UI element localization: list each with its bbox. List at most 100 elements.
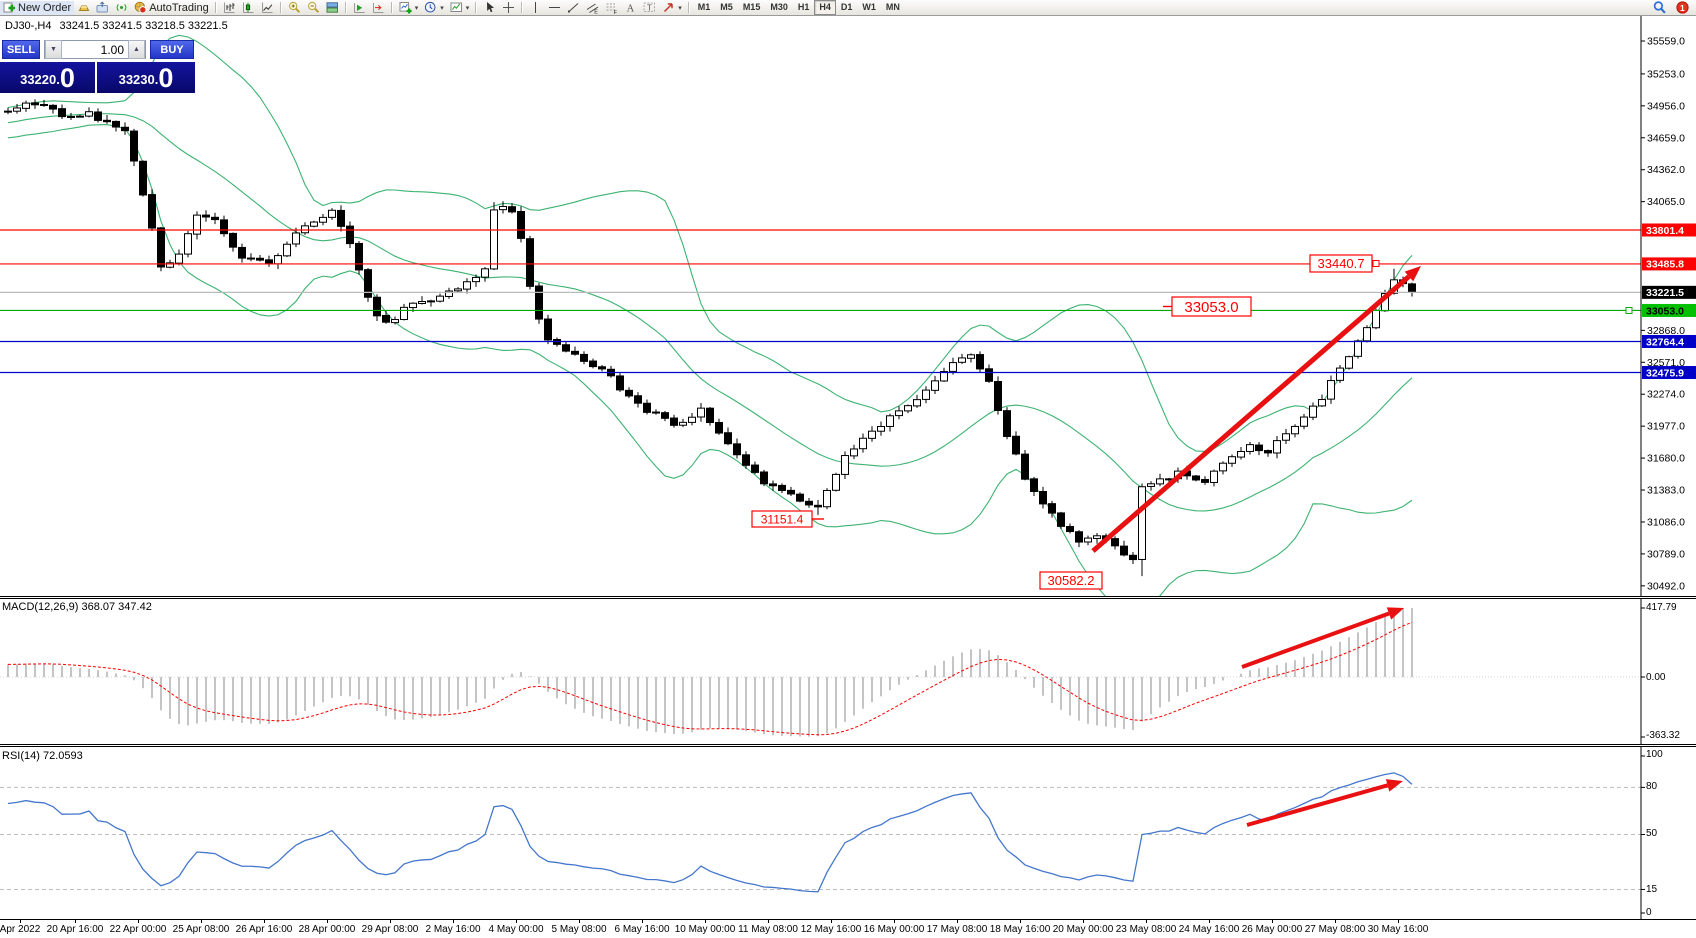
crosshair-tool-button[interactable] [499,1,518,15]
rsi-axis-100: 100 [1646,749,1663,760]
price-annotation-30582.2[interactable]: 30582.2 [1039,571,1103,590]
rsi-axis-50: 50 [1646,828,1658,839]
macd-trend-arrow[interactable] [1241,607,1404,669]
time-axis-label: 5 May 08:00 [551,924,607,935]
notification-badge[interactable]: 1 [1673,1,1692,15]
cursor-tool-button[interactable] [480,1,499,15]
price-axis-tick: 34065.0 [1647,196,1685,208]
price-annotation-33053.0[interactable]: 33053.0 [1163,296,1252,317]
buy-price: 33230. [118,72,159,87]
pane-separator[interactable] [0,596,1696,599]
price-axis-tick: 31383.0 [1647,485,1685,497]
periods-tool-button[interactable]: ▾ [421,1,447,15]
buy-button[interactable]: BUY [150,40,194,59]
tile-windows-tool-button[interactable] [323,1,342,15]
timeframe-button-mn[interactable]: MN [885,2,900,12]
annotation-text: 33440.7 [1318,256,1365,271]
time-axis-label: 4 May 00:00 [488,924,544,935]
autotrading-button[interactable]: AutoTrading [131,1,212,15]
time-axis-tick [327,920,328,923]
timeframe-button-h4[interactable]: H4 [814,0,836,15]
search-icon[interactable] [1650,1,1669,15]
price-trend-arrow[interactable] [1091,266,1421,553]
arrows-tool-button[interactable]: ▾ [659,1,685,15]
chart-shift-icon [372,1,385,14]
buy-price-big-digit: 0 [158,63,174,93]
zoom-out-tool-button[interactable] [304,1,323,15]
time-axis-tick [1335,920,1336,923]
time-axis[interactable]: Apr 2022 20 Apr 16:00 22 Apr 00:00 25 Apr 0… [0,919,1696,938]
timeframe-button-m30[interactable]: M30 [770,2,788,12]
horizontal-line-tool-button[interactable] [545,1,564,15]
gold-bar-tool-button[interactable] [74,1,93,15]
bar-chart-icon [223,1,236,14]
text-label-tool-button[interactable]: T [640,1,659,15]
price-annotation-33440.7[interactable]: 33440.7 [1309,254,1380,273]
macd-indicator-pane[interactable] [0,599,1696,744]
chart-shift-tool-button[interactable] [369,1,388,15]
pane-separator[interactable] [0,744,1696,747]
timeframe-button-m5[interactable]: M5 [720,2,733,12]
vertical-line-tool-button[interactable] [526,1,545,15]
toolbar-separator [390,2,393,13]
price-axis-tick: 30492.0 [1647,580,1685,592]
one-click-trading-panel: SELL ▼ ▲ BUY 33220.0 33230.0 [0,40,200,93]
zoom-in-tool-button[interactable] [285,1,304,15]
timeframe-button-w1[interactable]: W1 [862,2,876,12]
new-order-label: New Order [18,1,72,14]
level-line-handle[interactable] [1625,306,1633,314]
price-axis-tick: 31977.0 [1647,421,1685,433]
volume-increase-button[interactable]: ▲ [128,40,145,59]
time-axis-label: 25 Apr 08:00 [172,924,230,935]
sell-button[interactable]: SELL [2,40,40,59]
new-order-button[interactable]: New Order [0,0,75,15]
time-axis-label: 30 May 16:00 [1367,924,1429,935]
line-chart-tool-button[interactable] [258,1,277,15]
time-axis-tick [768,920,769,923]
volume-decrease-button[interactable]: ▼ [45,40,62,59]
zoom-out-icon [307,1,320,14]
chart-symbol-period: DJ30-,H4 [5,20,52,32]
time-axis-tick [579,920,580,923]
price-axis-tick: 30789.0 [1647,548,1685,560]
crosshair-icon [502,1,515,14]
volume-input[interactable] [62,42,128,57]
price-axis-tick: 32274.0 [1647,389,1685,401]
candlestick-chart-tool-button[interactable] [239,1,258,15]
price-axis-label-33221.5: 33221.5 [1646,287,1684,299]
signal-tool-button[interactable] [112,1,131,15]
timeframe-button-d1[interactable]: D1 [840,2,853,12]
fibonacci-tool-button[interactable]: F [602,1,621,15]
time-axis-tick [453,920,454,923]
time-axis-label: 11 May 08:00 [738,924,798,935]
buy-price-box[interactable]: 33230. 0 [97,62,195,93]
timeframe-button-h1[interactable]: H1 [797,2,810,12]
text-tool-button[interactable]: A [621,1,640,15]
new-chart-tool-button[interactable]: ▾ [396,1,422,15]
time-axis-label: 2 May 16:00 [425,924,481,935]
time-axis-tick [831,920,832,923]
auto-scroll-tool-button[interactable] [350,1,369,15]
bar-chart-tool-button[interactable] [220,1,239,15]
time-axis-tick [138,920,139,923]
time-axis-tick [1272,920,1273,923]
price-annotation-31151.4[interactable]: 31151.4 [751,510,824,528]
timeframe-button-m1[interactable]: M1 [697,2,711,12]
equidistant-channel-icon: E [586,1,599,14]
timeframe-button-m15[interactable]: M15 [742,2,761,12]
candles [4,99,1416,577]
trendline-tool-button[interactable] [564,1,583,15]
bollinger-middle-band [7,113,1413,512]
publish-chart-tool-button[interactable] [93,1,112,15]
equidistant-channel-tool-button[interactable]: E [583,1,602,15]
time-axis-label: 20 May 00:00 [1052,924,1114,935]
macd-axis-max: 417.79 [1646,602,1677,613]
rsi-indicator-pane[interactable] [0,747,1696,919]
macd-axis-zero: 0.00 [1646,672,1666,683]
rsi-trend-arrow[interactable] [1246,779,1403,827]
templates-tool-button[interactable]: ▾ [447,1,473,15]
price-axis-label-32764.4: 32764.4 [1646,336,1684,348]
sell-price-box[interactable]: 33220. 0 [0,62,95,93]
time-axis-tick [957,920,958,923]
price-chart-pane[interactable]: 35559.0 35253.0 34956.0 34659.0 34362.0 34065… [0,16,1696,596]
